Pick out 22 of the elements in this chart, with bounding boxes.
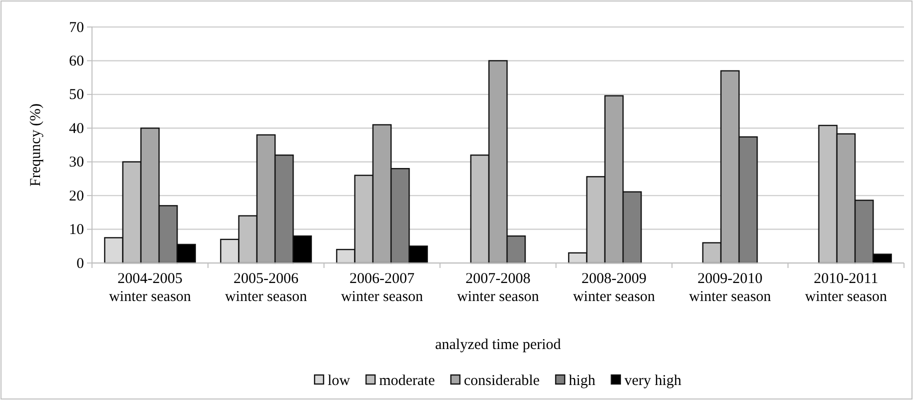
legend-label: very high: [624, 373, 682, 389]
legend-label: considerable: [464, 373, 540, 389]
y-tick-label: 60: [69, 54, 84, 70]
y-axis-title: Frequncy (%): [28, 104, 44, 186]
x-tick-label: 2010-2011 winter season: [804, 271, 888, 305]
x-tick-label: 2007-2008 winter season: [456, 271, 540, 305]
y-tick-label: 10: [69, 222, 84, 238]
legend-label: moderate: [379, 373, 436, 389]
x-tick-label: 2009-2010 winter season: [688, 271, 772, 305]
x-axis-title: analyzed time period: [435, 337, 562, 353]
y-tick-label: 20: [69, 188, 84, 204]
legend-label: high: [568, 373, 596, 389]
y-tick-label: 50: [69, 87, 84, 104]
y-tick-label: 30: [69, 154, 84, 171]
y-tick-label: 70: [69, 20, 84, 36]
x-tick-label: 2008-2009 winter season: [572, 271, 656, 305]
x-tick-label: 2005-2006 winter season: [224, 271, 308, 305]
legend-label: low: [328, 373, 350, 389]
y-tick-label: 40: [69, 120, 84, 137]
x-tick-label: 2006-2007 winter season: [340, 271, 424, 305]
x-tick-label: 2004-2005 winter season: [108, 271, 192, 305]
y-tick-label: 0: [76, 256, 84, 272]
